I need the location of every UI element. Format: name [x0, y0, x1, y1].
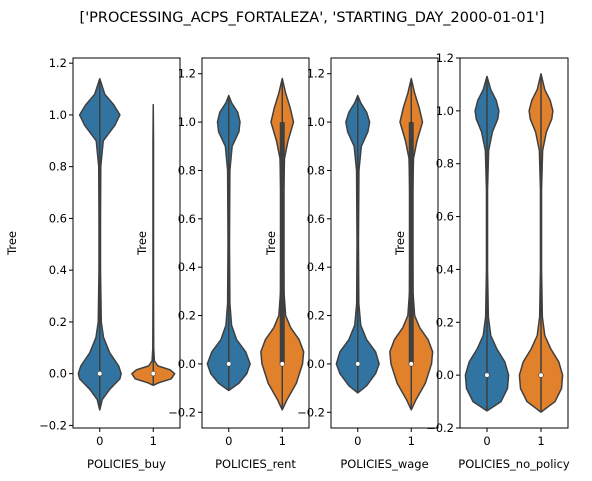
- y-tick-label: 1.0: [178, 115, 196, 129]
- y-tick-label: −0.2: [426, 421, 454, 435]
- y-axis-label: Tree: [5, 231, 19, 256]
- x-axis-label: POLICIES_buy: [87, 457, 166, 471]
- y-axis-label: Tree: [135, 231, 149, 256]
- subplot-grid: −0.2 0.0 0.2 0.4 0.6 0.8 1.0 1.2 0 1 POLICIES_buy T…: [5, 51, 570, 471]
- y-tick-label: 0.0: [307, 357, 325, 371]
- y-axis-label: Tree: [393, 231, 407, 256]
- y-tick-label: 1.2: [307, 67, 325, 81]
- y-tick-label: 0.6: [307, 212, 325, 226]
- y-tick-label: 0.2: [178, 309, 196, 323]
- y-tick-label: 1.2: [436, 51, 454, 65]
- subplot-1: −0.2 0.0 0.2 0.4 0.6 0.8 1.0 1.2 0 1 POLICIES_buy T…: [5, 56, 181, 471]
- figure-suptitle: ['PROCESSING_ACPS_FORTALEZA', 'STARTING_…: [80, 10, 545, 26]
- x-tick-label: 1: [150, 434, 157, 448]
- x-axis-label: POLICIES_rent: [215, 457, 296, 471]
- violin-median-0: [484, 372, 490, 378]
- y-tick-label: 0.2: [49, 315, 67, 329]
- violin-median-1: [150, 371, 156, 377]
- y-tick-label: 1.2: [49, 56, 67, 70]
- y-tick-label: 0.8: [436, 157, 454, 171]
- x-tick-label: 0: [225, 434, 232, 448]
- x-tick-label: 0: [483, 434, 490, 448]
- y-tick-label: 0.4: [307, 260, 325, 274]
- axes-frame: [330, 57, 439, 429]
- y-tick-label: −0.2: [39, 418, 67, 432]
- subplot-3: −0.2 0.0 0.2 0.4 0.6 0.8 1.0 1.2 0 1 POLICIES_wage…: [264, 57, 439, 471]
- violin-median-1: [408, 361, 414, 367]
- y-tick-label: 0.4: [49, 263, 67, 277]
- y-tick-label: 0.0: [178, 357, 196, 371]
- subplot-2: −0.2 0.0 0.2 0.4 0.6 0.8 1.0 1.2 0 1 POLICIES_rent…: [135, 57, 310, 471]
- y-tick-label: 0.4: [178, 260, 196, 274]
- violin-median-0: [355, 361, 361, 367]
- x-axis-label: POLICIES_no_policy: [458, 457, 570, 471]
- y-tick-label: 0.8: [49, 160, 67, 174]
- y-axis-label: Tree: [264, 231, 278, 256]
- violin-median-0: [97, 371, 103, 377]
- x-axis-label: POLICIES_wage: [340, 457, 428, 471]
- x-tick-label: 1: [279, 434, 286, 448]
- x-tick-label: 1: [408, 434, 415, 448]
- subplot-4: −0.2 0.0 0.2 0.4 0.6 0.8 1.0 1.2 0 1 POLICIES_no_p…: [393, 51, 570, 471]
- violin-median-1: [279, 361, 285, 367]
- violin-median-0: [226, 361, 232, 367]
- y-tick-label: 1.0: [49, 108, 67, 122]
- y-tick-label: 1.2: [178, 67, 196, 81]
- y-tick-label: −0.2: [168, 405, 196, 419]
- y-tick-label: 1.0: [436, 104, 454, 118]
- y-tick-label: 0.0: [436, 368, 454, 382]
- y-tick-label: 0.4: [436, 262, 454, 276]
- y-tick-label: 0.2: [307, 309, 325, 323]
- y-tick-label: −0.2: [297, 405, 325, 419]
- y-tick-label: 0.6: [49, 211, 67, 225]
- violin-median-1: [538, 372, 544, 378]
- x-tick-label: 1: [537, 434, 544, 448]
- axes-frame: [201, 57, 310, 429]
- axes-frame: [72, 57, 181, 429]
- y-tick-label: 0.6: [436, 210, 454, 224]
- y-tick-label: 0.6: [178, 212, 196, 226]
- axes-frame: [459, 57, 569, 429]
- x-tick-label: 0: [354, 434, 361, 448]
- y-tick-label: 0.8: [178, 163, 196, 177]
- y-tick-label: 0.0: [49, 367, 67, 381]
- y-tick-label: 1.0: [307, 115, 325, 129]
- y-tick-label: 0.8: [307, 163, 325, 177]
- y-tick-label: 0.2: [436, 315, 454, 329]
- x-tick-label: 0: [96, 434, 103, 448]
